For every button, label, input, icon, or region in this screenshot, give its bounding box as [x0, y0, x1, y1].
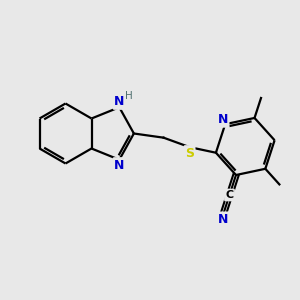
- Text: S: S: [185, 147, 194, 160]
- Text: C: C: [225, 190, 234, 200]
- Text: N: N: [114, 95, 124, 108]
- Text: N: N: [218, 213, 228, 226]
- Text: N: N: [218, 113, 228, 126]
- Text: N: N: [114, 159, 124, 172]
- Text: H: H: [125, 91, 133, 101]
